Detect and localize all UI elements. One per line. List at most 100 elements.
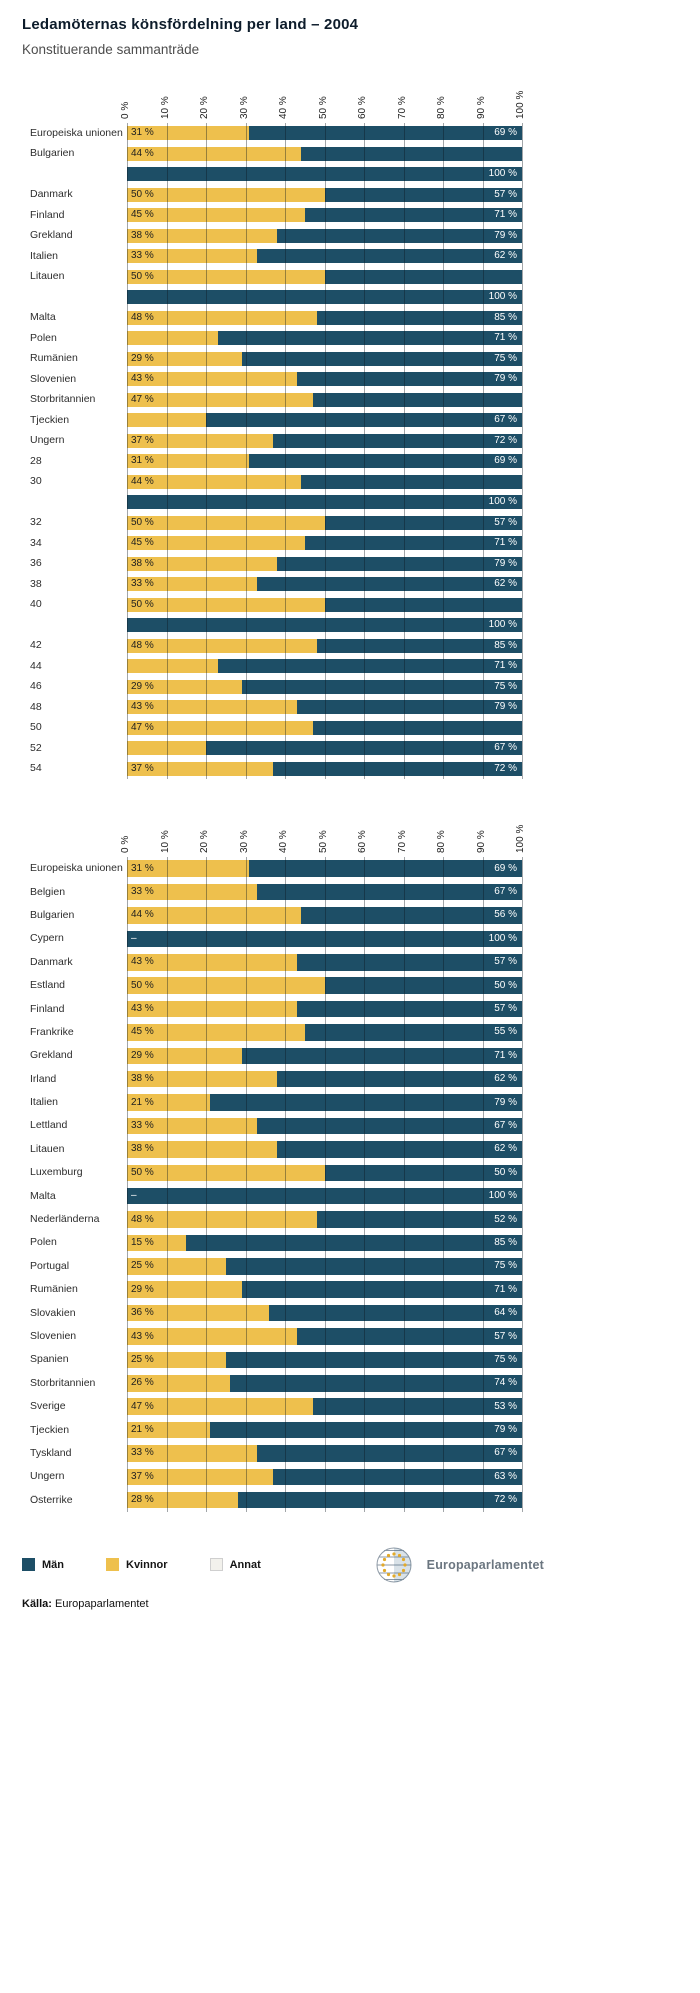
women-value-label: 33 %: [131, 1119, 154, 1131]
chart-row: Tjeckien 67 %: [22, 410, 522, 431]
country-label: 40: [30, 599, 42, 611]
men-bar: 29 % 71 %: [127, 1281, 522, 1298]
men-value-label: 67 %: [494, 1447, 517, 1459]
chart-row: Danmark 43 % 57 %: [22, 951, 522, 974]
footer-row: Män Kvinnor Annat: [22, 1544, 544, 1586]
women-value-label: 50 %: [131, 598, 154, 610]
men-bar: 44 %: [127, 146, 522, 161]
chart-row: Bulgarien 44 %: [22, 144, 522, 165]
men-bar: 45 % 55 %: [127, 1024, 522, 1041]
country-label: Slovenien: [30, 1331, 77, 1342]
axis-tick: 40 %: [278, 96, 289, 119]
men-value-label: 75 %: [494, 352, 517, 364]
chart-row: Malta – 100 %: [22, 1184, 522, 1207]
men-bar: 47 %: [127, 720, 522, 735]
chart-row: 46 29 % 75 %: [22, 677, 522, 698]
chart-row: 54 37 % 72 %: [22, 759, 522, 780]
women-bar: [127, 1398, 313, 1415]
men-value-label: 67 %: [494, 742, 517, 754]
women-value-label: –: [131, 932, 137, 944]
women-bar: [127, 1281, 242, 1298]
chart-row: Litauen 50 %: [22, 267, 522, 288]
men-value-label: 57 %: [494, 1330, 517, 1342]
women-bar: [127, 1445, 258, 1462]
chart-row: Sverige 47 % 53 %: [22, 1395, 522, 1418]
women-value-label: 50 %: [131, 516, 154, 528]
men-bar: 67 %: [127, 741, 522, 756]
men-bar: 29 % 75 %: [127, 351, 522, 366]
women-value-label: 47 %: [131, 721, 154, 733]
women-bar: [127, 392, 313, 407]
women-bar: [127, 1258, 226, 1275]
country-label: Litauen: [30, 1143, 65, 1155]
women-value-label: 29 %: [131, 352, 154, 364]
chart-row: Ungern 37 % 63 %: [22, 1465, 522, 1488]
men-bar: 28 % 72 %: [127, 1491, 522, 1509]
men-bar: 33 % 67 %: [127, 1117, 522, 1135]
chart-row: 44 71 %: [22, 656, 522, 677]
women-value-label: 25 %: [131, 1260, 154, 1272]
chart-row: Cypern – 100 %: [22, 927, 522, 950]
country-label: Slovakien: [30, 1307, 76, 1319]
chart-row: Frankrike 45 % 55 %: [22, 1021, 522, 1044]
men-value-label: 69 %: [494, 127, 517, 139]
women-bar: [127, 1141, 278, 1158]
men-bar: 100 %: [127, 167, 522, 182]
women-value-label: 38 %: [131, 557, 154, 569]
axis-tick: 0 %: [120, 101, 131, 119]
chart-row: Danmark 50 % 57 %: [22, 185, 522, 206]
women-value-label: 38 %: [131, 1073, 154, 1085]
men-value-label: 71 %: [494, 332, 517, 344]
men-bar: 71 %: [127, 659, 522, 674]
women-bar: [127, 860, 250, 877]
chart-row: Europeiska unionen 31 % 69 %: [22, 857, 522, 880]
country-label: Danmark: [30, 956, 73, 968]
chart-row: Europeiska unionen 31 % 69 %: [22, 123, 522, 144]
men-value-label: 85 %: [494, 1236, 517, 1248]
women-bar: [127, 1211, 317, 1228]
men-value-label: 62 %: [494, 578, 517, 590]
chart-row: Rumänien 29 % 71 %: [22, 1278, 522, 1301]
women-bar: [127, 1421, 210, 1439]
men-value-label: 57 %: [494, 188, 517, 200]
country-label: 48: [30, 701, 42, 713]
men-bar: 21 % 79 %: [127, 1421, 522, 1439]
country-label: 42: [30, 640, 42, 652]
women-value-label: 43 %: [131, 373, 154, 385]
men-value-label: 57 %: [494, 1003, 517, 1015]
men-bar: 45 % 71 %: [127, 536, 522, 551]
country-label: Polen: [30, 1237, 57, 1249]
country-label: Europeiska unionen: [30, 127, 123, 139]
women-bar: [127, 1070, 278, 1088]
men-value-label: 100 %: [488, 291, 517, 303]
women-bar: [127, 761, 274, 776]
women-bar: [127, 433, 274, 448]
axis-tick: 50 %: [317, 96, 329, 119]
men-bar: 29 % 75 %: [127, 679, 522, 694]
women-value-label: –: [131, 1190, 137, 1202]
x-axis: 0 % 10 % 20 % 30 % 40 % 50 % 60 % 70 % 80 % 90 % 1…: [120, 805, 526, 857]
women-bar: [127, 536, 305, 551]
chart-row: Italien 21 % 79 %: [22, 1091, 522, 1114]
women-bar: [127, 1164, 325, 1182]
women-value-label: 43 %: [131, 956, 154, 968]
women-value-label: 43 %: [131, 1330, 154, 1342]
chart-row: 40 50 %: [22, 595, 522, 616]
chart-row: Slovenien 43 % 79 %: [22, 369, 522, 390]
women-value-label: 33 %: [131, 1447, 154, 1459]
chart-row: Österrike 28 % 72 %: [22, 1489, 522, 1512]
men-bar: 48 % 52 %: [127, 1211, 522, 1228]
women-bar: [127, 556, 278, 571]
men-bar: 71 %: [127, 331, 522, 346]
women-bar: [127, 187, 325, 202]
men-value-label: 67 %: [494, 1119, 517, 1131]
men-bar: 47 % 53 %: [127, 1398, 522, 1415]
chart-row: Portugal 25 % 75 %: [22, 1255, 522, 1278]
men-value-label: 53 %: [494, 1400, 517, 1412]
women-bar: [127, 413, 206, 428]
women-value-label: 37 %: [131, 762, 154, 774]
country-label: Portugal: [30, 1260, 70, 1272]
axis-tick: 10 %: [159, 96, 171, 119]
chart-row: Finland 45 % 71 %: [22, 205, 522, 226]
men-value-label: 79 %: [494, 373, 517, 385]
